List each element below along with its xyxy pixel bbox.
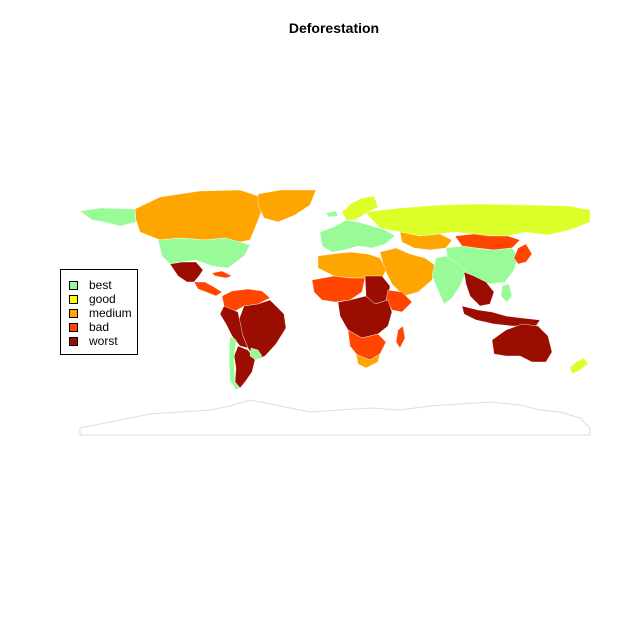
region-iceland: [325, 210, 339, 218]
region-south-africa: [355, 353, 381, 369]
region-west-africa: [311, 275, 366, 303]
region-india: [431, 255, 467, 305]
legend-label: bad: [89, 320, 110, 334]
region-ethiopia: [385, 289, 413, 313]
legend-swatch-bad: [69, 322, 78, 332]
legend-label: worst: [89, 334, 118, 348]
legend-item: worst: [69, 334, 118, 348]
legend-item: best: [69, 278, 112, 292]
region-canada: [134, 189, 263, 243]
region-greenland: [257, 189, 317, 223]
region-middle-east: [379, 247, 437, 297]
legend-label: best: [89, 278, 112, 292]
region-antarctica: [79, 399, 591, 436]
legend-item: good: [69, 292, 116, 306]
region-japan: [513, 243, 533, 265]
map-title: Deforestation: [288, 20, 380, 36]
region-southeast-asia: [463, 271, 495, 307]
legend-swatch-good: [69, 294, 78, 304]
region-peru-bolivia: [219, 305, 249, 349]
region-scandinavia: [341, 195, 379, 221]
region-madagascar: [395, 325, 406, 349]
region-central-america: [193, 281, 223, 297]
region-philippines: [500, 283, 513, 303]
legend-swatch-medium: [69, 308, 78, 318]
region-north-africa: [317, 251, 387, 279]
region-russia: [364, 203, 591, 237]
legend-swatch-worst: [69, 336, 78, 346]
legend-item: medium: [69, 306, 132, 320]
region-australia: [491, 323, 553, 363]
legend-label: good: [89, 292, 116, 306]
region-indonesia: [461, 305, 541, 327]
region-cuba: [211, 270, 233, 279]
legend-item: bad: [69, 320, 109, 334]
map-legend: best good medium bad worst: [60, 269, 138, 355]
region-chile: [228, 335, 241, 391]
region-europe: [319, 219, 396, 253]
region-new-zealand: [569, 357, 589, 375]
region-central-africa: [337, 295, 393, 339]
region-paraguay-uruguay: [249, 347, 263, 361]
region-alaska: [79, 207, 137, 227]
region-mexico: [169, 261, 204, 283]
legend-label: medium: [89, 306, 132, 320]
legend-swatch-best: [69, 280, 78, 290]
